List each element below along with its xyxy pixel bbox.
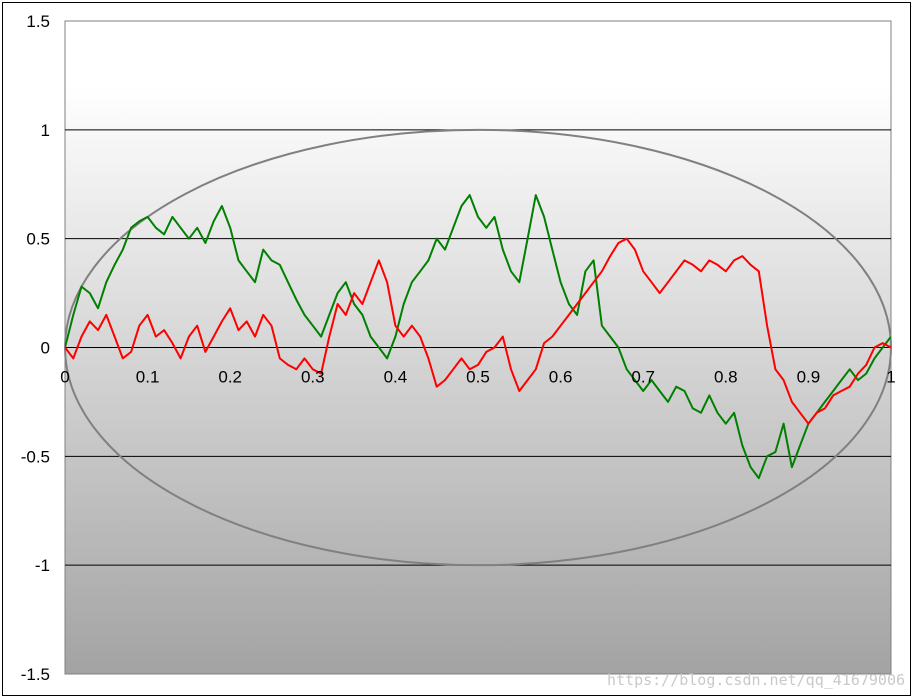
x-tick-label: 0.4 xyxy=(384,368,408,387)
y-tick-label: 1.5 xyxy=(26,12,50,31)
x-tick-label: 0.6 xyxy=(549,368,573,387)
watermark: https://blog.csdn.net/qq_41679006 xyxy=(607,671,905,689)
series-line-1 xyxy=(65,237,891,425)
y-tick-label: -1 xyxy=(35,556,50,575)
x-tick-label: 1 xyxy=(886,368,895,387)
y-tick-label: 0 xyxy=(41,339,50,358)
y-tick-label: 1 xyxy=(41,121,50,140)
y-tick-label: -0.5 xyxy=(21,447,50,466)
series-line-0 xyxy=(65,194,891,480)
x-tick-label: 0.2 xyxy=(218,368,242,387)
y-tick-label: 0.5 xyxy=(26,230,50,249)
x-tick-label: 0 xyxy=(60,368,69,387)
series-layer xyxy=(65,194,891,480)
x-tick-label: 0.1 xyxy=(136,368,160,387)
x-tick-label: 0.3 xyxy=(301,368,325,387)
x-axis-tick-labels: 0 0.1 0.2 0.3 0.4 0.5 0.6 0.7 0.8 0.9 1 xyxy=(60,368,895,387)
x-tick-label: 0.5 xyxy=(466,368,490,387)
x-tick-label: 0.9 xyxy=(797,368,821,387)
x-tick-label: 0.8 xyxy=(714,368,738,387)
y-tick-label: -1.5 xyxy=(21,665,50,684)
x-tick-label: 0.7 xyxy=(631,368,655,387)
y-axis-tick-labels: -1.5 -1 -0.5 0 0.5 1 1.5 xyxy=(21,12,50,684)
